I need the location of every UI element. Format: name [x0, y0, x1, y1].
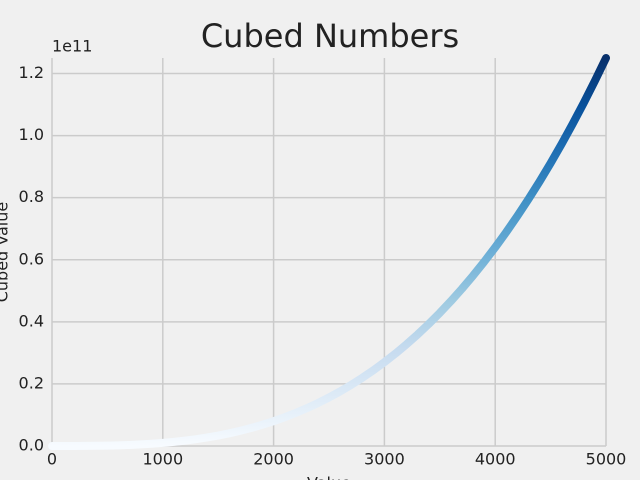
x-tick-label: 0	[47, 450, 57, 469]
chart-title: Cubed Numbers	[201, 17, 459, 55]
x-tick-label: 4000	[475, 450, 516, 469]
y-axis-label: Cubed Value	[0, 202, 12, 303]
x-axis-label: Value	[307, 474, 351, 480]
data-curve	[48, 54, 610, 450]
x-tick-label: 5000	[586, 450, 627, 469]
y-tick-label: 0.2	[19, 373, 44, 392]
y-tick-label: 0.4	[19, 311, 44, 330]
x-tick-label: 1000	[142, 450, 183, 469]
y-tick-label: 0.6	[19, 249, 44, 268]
y-offset-label: 1e11	[52, 37, 92, 56]
x-tick-label: 2000	[253, 450, 294, 469]
y-tick-label: 0.0	[19, 436, 44, 455]
y-tick-label: 0.8	[19, 187, 44, 206]
y-tick-label: 1.0	[19, 125, 44, 144]
x-tick-label: 3000	[364, 450, 405, 469]
y-tick-label: 1.2	[19, 63, 44, 82]
